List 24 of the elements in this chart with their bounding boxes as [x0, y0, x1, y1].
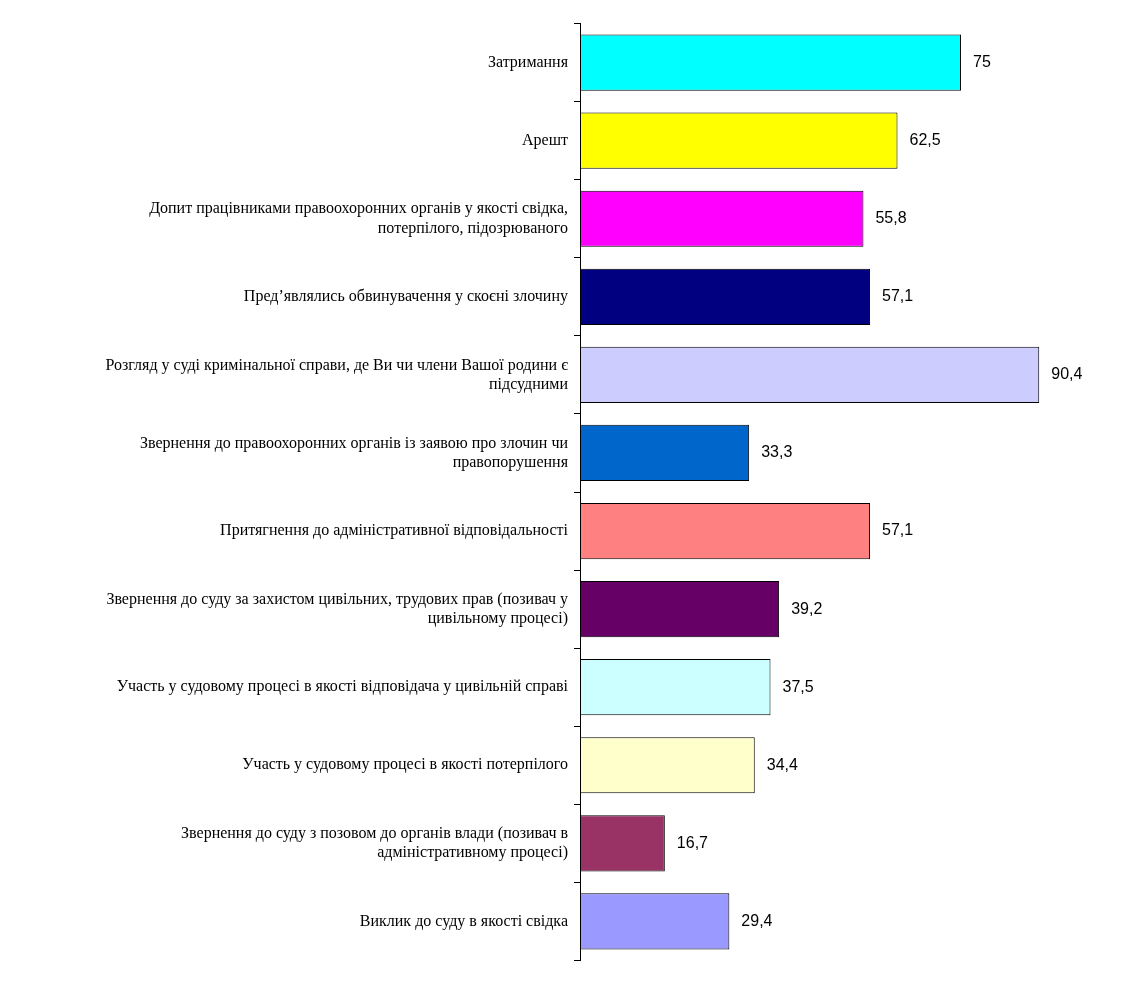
- y-tick-label: Арешт: [522, 130, 569, 149]
- data-label: 39,2: [791, 599, 823, 617]
- y-tick-label: Допит працівниками правоохоронних органів у якості свідка, потерпілого, підозрюваного: [149, 199, 568, 237]
- data-label: 62,5: [909, 131, 941, 149]
- y-tick-label: Звернення до суду з позовом до органів влади (позивач в адміністративному процесі): [181, 823, 569, 862]
- y-tick-label: Звернення до суду за захистом цивільних, трудових прав (позивач у цивільному процесі): [106, 589, 568, 627]
- y-tick-label: Виклик до суду в якості свідка: [359, 911, 568, 930]
- data-label: 75: [973, 53, 991, 71]
- data-label: 16,7: [676, 833, 709, 851]
- data-label: 90,4: [1051, 365, 1083, 383]
- y-tick-label: Притягнення до адміністративної відповідальності: [220, 521, 569, 540]
- y-tick-label: Пред’являлись обвинувачення у скоєні злочину: [243, 287, 568, 306]
- y-tick-label: Затримання: [487, 52, 569, 71]
- y-tick-label: Участь у судовому процесі в якості відповідача у цивільній справі: [116, 677, 569, 696]
- y-tick-label: Звернення до правоохоронних органів із заявою про злочин чи правопорушення: [139, 433, 569, 471]
- y-tick-label: Розгляд у суді кримінальної справи, де Ви чи члени Вашої родини є підсудними: [105, 355, 569, 393]
- data-label: 55,8: [875, 209, 907, 227]
- data-label: 57,1: [882, 287, 914, 305]
- data-label: 37,5: [782, 677, 814, 695]
- data-label: 57,1: [882, 521, 914, 539]
- data-label: 34,4: [766, 755, 798, 773]
- data-label: 33,3: [761, 443, 793, 461]
- y-tick-label: Участь у судовому процесі в якості потерпілого: [242, 755, 568, 774]
- data-label: 29,4: [741, 911, 773, 929]
